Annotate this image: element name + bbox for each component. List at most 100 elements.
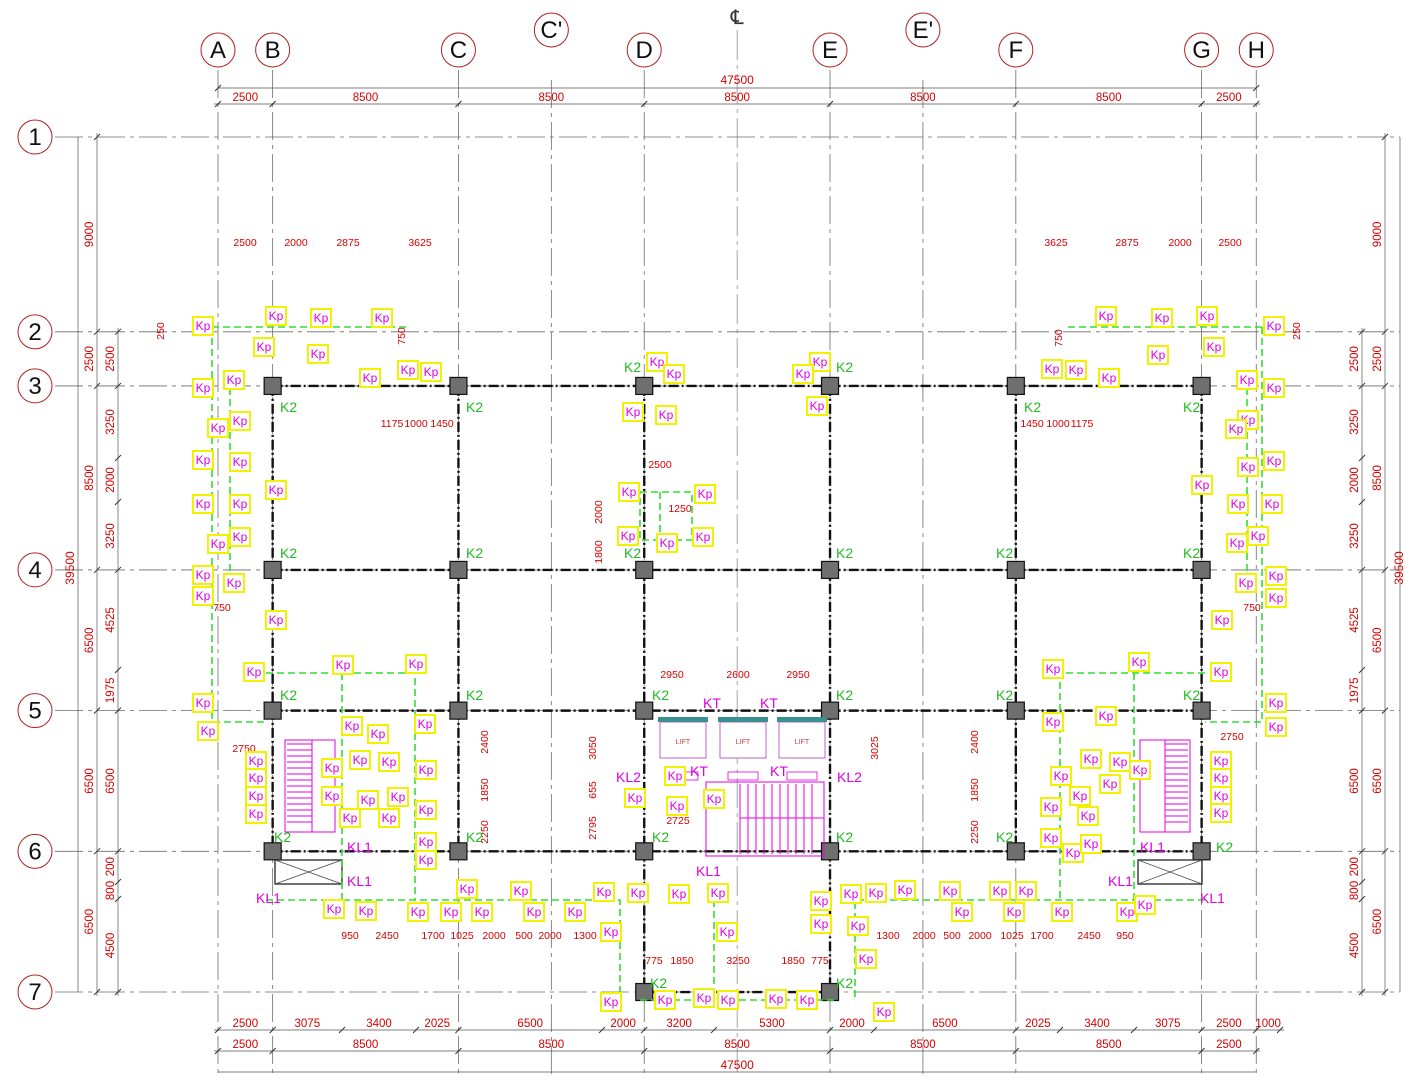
pile-marker-27: Kp bbox=[223, 573, 245, 593]
bottom-span-2-label-4: 8500 bbox=[910, 1039, 936, 1051]
pile-label: Kp bbox=[1269, 696, 1284, 710]
left-sub-span-tick-6 bbox=[114, 707, 122, 714]
bottom-span-2-label-5: 8500 bbox=[1096, 1039, 1122, 1051]
pile-box bbox=[223, 573, 245, 593]
pile-label: Kp bbox=[898, 883, 913, 897]
pile-marker-105: Kp bbox=[1265, 566, 1287, 586]
center-stair-outline bbox=[705, 781, 825, 857]
pile-marker-114: Kp bbox=[1042, 712, 1064, 732]
pile-marker-84: Kp bbox=[796, 990, 818, 1010]
lift-door-1 bbox=[718, 717, 768, 722]
pile-label: Kp bbox=[1102, 371, 1117, 385]
pile-label: Kp bbox=[419, 803, 434, 817]
pile-marker-113: Kp bbox=[1265, 717, 1287, 737]
pile-marker-121: Kp bbox=[1129, 760, 1151, 780]
pile-box bbox=[847, 916, 869, 936]
column-D6 bbox=[635, 842, 654, 861]
pile-box bbox=[1095, 706, 1117, 726]
inner-dimension-55: 950 bbox=[1116, 930, 1134, 942]
pile-label: Kp bbox=[1007, 905, 1022, 919]
pile-label: Kp bbox=[1231, 497, 1246, 511]
pile-label: Kp bbox=[1081, 809, 1096, 823]
column-label-k2-7: K2 bbox=[466, 545, 483, 561]
pile-label: Kp bbox=[345, 719, 360, 733]
lift-door-0 bbox=[658, 717, 708, 722]
pile-marker-2: Kp bbox=[310, 308, 332, 328]
pile-marker-9: Kp bbox=[397, 360, 419, 380]
bottom-core-perimeter bbox=[640, 900, 835, 1001]
pile-marker-91: Kp bbox=[1041, 359, 1063, 379]
pile-label: Kp bbox=[201, 724, 216, 738]
pile-box bbox=[321, 786, 343, 806]
grid-bubble-E' bbox=[905, 12, 941, 48]
pile-marker-57: Kp bbox=[378, 808, 400, 828]
pile-marker-56: Kp bbox=[339, 808, 361, 828]
pile-marker-70: Kp bbox=[323, 899, 345, 919]
pile-marker-109: Kp bbox=[1042, 659, 1064, 679]
grid-bubble-2 bbox=[17, 314, 53, 350]
pile-markers: Kp Kp Kp Kp Kp Kp Kp Kp Kp Kp Kp Kp Kp Kp Kp Kp Kp Kp Kp Kp… bbox=[192, 306, 1287, 1022]
beam-label-kl1-3: KL1 bbox=[1140, 839, 1165, 855]
column-G6 bbox=[1192, 842, 1211, 861]
pile-box bbox=[624, 788, 646, 808]
pile-marker-99: Kp bbox=[1237, 457, 1259, 477]
pile-marker-115: Kp bbox=[1095, 706, 1117, 726]
inner-dimension-34: 750 bbox=[213, 602, 231, 614]
pile-marker-72: Kp bbox=[407, 902, 429, 922]
pile-label: Kp bbox=[418, 717, 433, 731]
column-D4 bbox=[635, 560, 654, 580]
left-sub-span-label-8: 800 bbox=[105, 881, 117, 900]
pile-label: Kp bbox=[670, 799, 685, 813]
inner-dimension-30: 1850 bbox=[969, 778, 981, 802]
pile-marker-143: Kp bbox=[1116, 902, 1138, 922]
left-span-tick-1 bbox=[93, 328, 101, 336]
left-sub-span-label-3: 3250 bbox=[105, 523, 117, 549]
pile-box bbox=[792, 364, 814, 384]
pile-marker-89: Kp bbox=[1147, 345, 1169, 365]
pile-label: Kp bbox=[211, 421, 226, 435]
pile-label: Kp bbox=[955, 905, 970, 919]
pile-box bbox=[192, 565, 214, 585]
pile-marker-108: Kp bbox=[1211, 610, 1233, 630]
pile-box bbox=[407, 902, 429, 922]
lift-column-label-0: KT bbox=[703, 695, 721, 711]
pile-label: Kp bbox=[604, 995, 619, 1009]
pile-marker-95: Kp bbox=[1263, 378, 1285, 398]
inner-dimension-20: 2950 bbox=[786, 669, 810, 681]
pile-box bbox=[707, 883, 729, 903]
pile-box bbox=[253, 337, 275, 357]
pile-label: Kp bbox=[1151, 348, 1166, 362]
right-sub-span-label-4: 4525 bbox=[1349, 607, 1361, 633]
pile-marker-16: Kp bbox=[622, 402, 644, 422]
pile-marker-68: Kp bbox=[668, 884, 690, 904]
pile-marker-1: Kp bbox=[265, 306, 287, 326]
column-G4 bbox=[1192, 560, 1211, 580]
inner-dimension-60: 775 bbox=[811, 955, 829, 967]
column-F5 bbox=[1006, 701, 1025, 720]
column-label-k2-0: K2 bbox=[280, 399, 297, 415]
column-G3 bbox=[1192, 376, 1211, 396]
pile-label: Kp bbox=[411, 905, 426, 919]
pile-marker-30: Kp bbox=[618, 482, 640, 502]
pile-box bbox=[371, 308, 393, 328]
column-label-k2-19: K2 bbox=[466, 829, 483, 845]
beam-label-kl1-1: KL1 bbox=[347, 873, 372, 889]
pile-box bbox=[1265, 693, 1287, 713]
pile-label: Kp bbox=[1269, 569, 1284, 583]
grid-bubble-label-D: D bbox=[636, 37, 653, 64]
pile-box bbox=[415, 850, 437, 870]
column-C5 bbox=[449, 701, 468, 720]
bottom-span-2-label-1: 8500 bbox=[353, 1039, 379, 1051]
pile-marker-80: Kp bbox=[654, 990, 676, 1010]
pile-box bbox=[1236, 370, 1258, 390]
pile-marker-40: Kp bbox=[197, 721, 219, 741]
pile-label: Kp bbox=[1054, 769, 1069, 783]
pile-marker-34: Kp bbox=[692, 527, 714, 547]
inner-dimension-5: 2875 bbox=[1115, 237, 1139, 249]
top-span-tick-1 bbox=[269, 100, 276, 108]
pile-label: Kp bbox=[668, 769, 683, 783]
bottom-span-1-tick-2 bbox=[338, 1026, 346, 1034]
pile-label: Kp bbox=[1269, 720, 1284, 734]
pile-marker-93: Kp bbox=[1098, 368, 1120, 388]
left-span-tick-5 bbox=[93, 847, 101, 855]
